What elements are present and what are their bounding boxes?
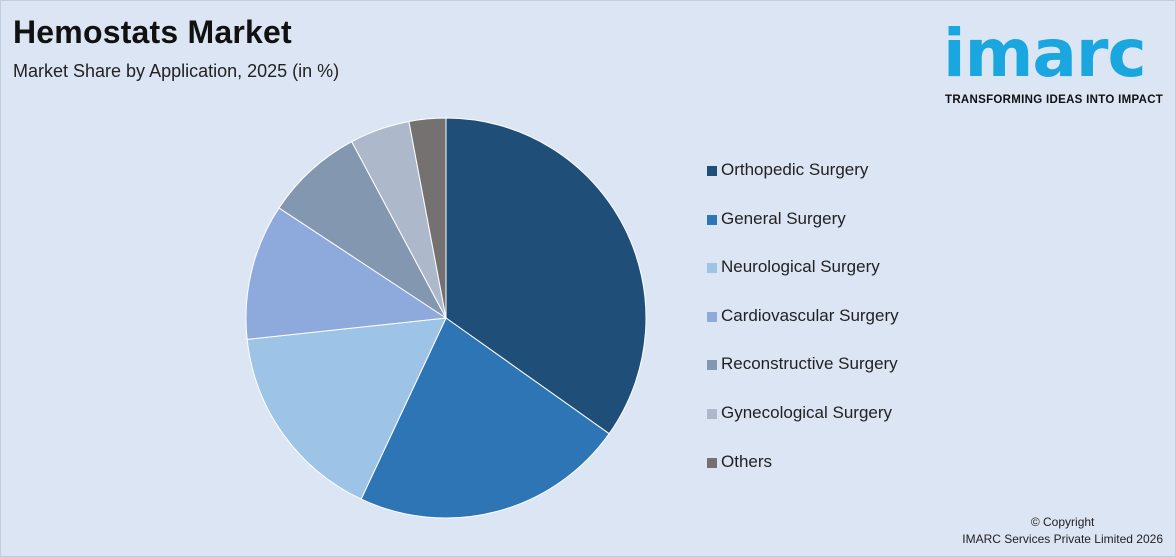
copyright-line1: © Copyright [1030, 515, 1095, 529]
legend-swatch [707, 457, 717, 468]
legend-item: Gynecological Surgery [707, 403, 899, 452]
legend-item: Neurological Surgery [707, 257, 899, 306]
logo-tagline: TRANSFORMING IDEAS INTO IMPACT [945, 94, 1164, 106]
pie-slice-reconstructive-surgery [278, 140, 447, 319]
pie-slice-orthopedic-surgery [445, 117, 647, 435]
copyright-notice: © Copyright IMARC Services Private Limit… [962, 514, 1163, 548]
legend-swatch [707, 408, 717, 419]
legend-label: General Surgery [721, 208, 846, 228]
legend-swatch [707, 311, 717, 322]
pie-slice-neurological-surgery [246, 317, 447, 500]
legend-label: Cardiovascular Surgery [721, 305, 899, 325]
chart-subtitle: Market Share by Application, 2025 (in %) [13, 61, 340, 81]
pie-slice-cardiovascular-surgery [245, 207, 448, 340]
legend-item: General Surgery [707, 209, 899, 258]
pie-slice-others [408, 117, 447, 319]
legend-label: Reconstructive Surgery [721, 354, 898, 374]
legend-item: Others [707, 452, 899, 501]
pie-chart [245, 117, 647, 519]
legend-swatch [707, 360, 717, 371]
legend-label: Others [721, 451, 773, 471]
legend-item: Cardiovascular Surgery [707, 306, 899, 355]
chart-title: Hemostats Market [13, 14, 292, 50]
legend-swatch [707, 214, 717, 225]
legend-swatch [707, 166, 717, 176]
legend-label: Gynecological Surgery [721, 402, 893, 422]
chart-legend: Orthopedic Surgery General Surgery Neurolo… [707, 160, 899, 500]
legend-label: Neurological Surgery [721, 257, 880, 277]
logo-wordmark: imarc [943, 15, 1147, 92]
imarc-logo: imarc TRANSFORMING IDEAS INTO IMPACT [943, 12, 1168, 112]
pie-slice-general-surgery [360, 317, 610, 519]
legend-item: Reconstructive Surgery [707, 354, 899, 403]
legend-item: Orthopedic Surgery [707, 160, 899, 209]
copyright-line2: IMARC Services Private Limited 2026 [962, 532, 1163, 546]
legend-swatch [707, 263, 717, 274]
legend-label: Orthopedic Surgery [721, 160, 869, 179]
